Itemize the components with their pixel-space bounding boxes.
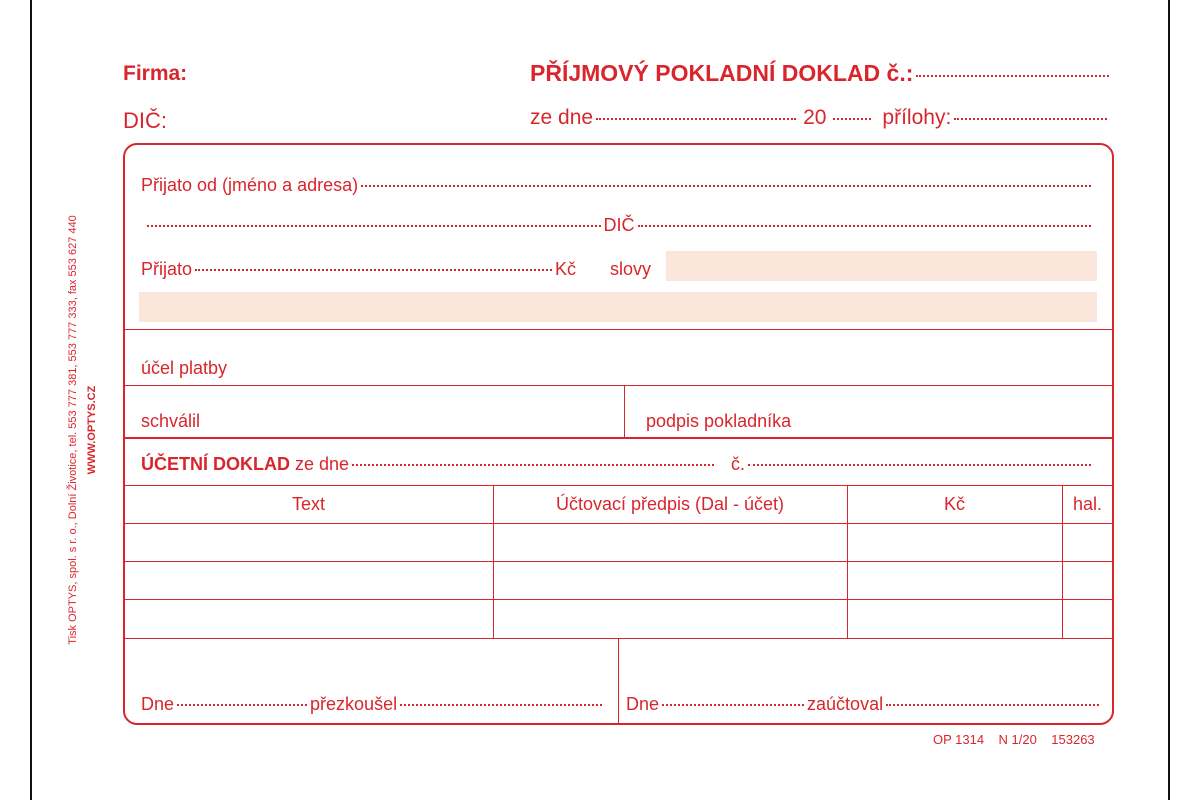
divider	[124, 485, 1113, 486]
accounting-date-field[interactable]	[352, 464, 715, 466]
schvalil-label: schválil	[141, 411, 201, 431]
zauctoval-label: zaúčtoval	[807, 694, 884, 714]
zauctoval-date-field[interactable]	[662, 704, 805, 706]
prezkousel-signature-field[interactable]	[400, 704, 602, 706]
printer-info: Tisk OPTYS, spol. s r. o., Dolní Životic…	[67, 215, 79, 645]
form-frame	[123, 143, 1114, 725]
divider	[124, 329, 1113, 330]
accounting-ze-dne-label: ze dne	[295, 454, 350, 474]
ze-dne-label: ze dne	[530, 106, 594, 129]
title-text: PŘÍJMOVÝ POKLADNÍ DOKLAD č.:	[530, 60, 914, 86]
podpis-label: podpis pokladníka	[646, 411, 792, 431]
prijato-od-row: Přijato od (jméno a adresa)	[141, 175, 1094, 196]
table-row[interactable]	[124, 599, 1113, 600]
amount-row: Přijato Kč slovy	[141, 259, 651, 280]
column-predpis: Účtovací předpis (Dal - účet)	[555, 494, 785, 514]
date-field[interactable]	[596, 118, 797, 120]
dne-label: Dne	[141, 694, 175, 714]
date-row: ze dne 20 přílohy:	[530, 106, 1110, 130]
column-text: Text	[291, 494, 325, 514]
document-title: PŘÍJMOVÝ POKLADNÍ DOKLAD č.:	[530, 60, 1112, 87]
prijato-od-field[interactable]	[361, 185, 1091, 187]
year-field[interactable]	[833, 118, 872, 120]
payer-dic-field[interactable]	[637, 225, 1091, 227]
amount-field[interactable]	[195, 269, 552, 271]
accounting-number-field[interactable]	[748, 464, 1091, 466]
slovy-label: slovy	[609, 259, 651, 279]
column-kc: Kč	[943, 494, 965, 514]
address-field[interactable]	[147, 225, 601, 227]
column-divider	[493, 485, 494, 638]
column-divider	[847, 485, 848, 638]
page-edge-right	[1168, 0, 1170, 800]
prezkousel-date-field[interactable]	[177, 704, 308, 706]
printer-website: WWW.OPTYS.CZ	[86, 385, 98, 475]
prijato-od-label: Přijato od (jméno a adresa)	[141, 175, 359, 195]
payer-dic-label: DIČ	[603, 215, 635, 235]
divider	[124, 385, 1113, 386]
dne-label-2: Dne	[626, 694, 660, 714]
zauctoval-signature-field[interactable]	[886, 704, 1099, 706]
document-number-field[interactable]	[916, 75, 1109, 77]
table-row[interactable]	[124, 523, 1113, 524]
year-label: 20	[803, 106, 827, 129]
kc-label: Kč	[554, 259, 576, 279]
accounting-number-label: č.	[731, 454, 746, 474]
form-code: OP 1314 N 1/20 153263	[933, 732, 1095, 747]
divider	[624, 385, 625, 438]
address-row: DIČ	[144, 215, 1094, 236]
column-divider	[1062, 485, 1063, 638]
prilohy-label: přílohy:	[882, 106, 952, 129]
column-hal: hal.	[1072, 494, 1103, 514]
amount-in-words-field-2[interactable]	[139, 292, 1097, 322]
column-divider	[618, 638, 619, 724]
zauctoval-row: Dne zaúčtoval	[626, 694, 1102, 715]
section-divider	[124, 437, 1113, 439]
table-row[interactable]	[124, 561, 1113, 562]
ucel-platby-label: účel platby	[141, 358, 228, 378]
prezkousel-row: Dne přezkoušel	[141, 694, 605, 715]
prezkousel-label: přezkoušel	[310, 694, 398, 714]
dic-label: DIČ:	[123, 108, 167, 133]
firma-label: Firma:	[123, 62, 188, 85]
accounting-row: ÚČETNÍ DOKLAD ze dne č.	[141, 454, 1094, 475]
prijato-label: Přijato	[141, 259, 193, 279]
prilohy-field[interactable]	[954, 118, 1107, 120]
page-edge-left	[30, 0, 32, 800]
amount-in-words-field[interactable]	[666, 251, 1097, 281]
accounting-title: ÚČETNÍ DOKLAD	[141, 454, 290, 474]
